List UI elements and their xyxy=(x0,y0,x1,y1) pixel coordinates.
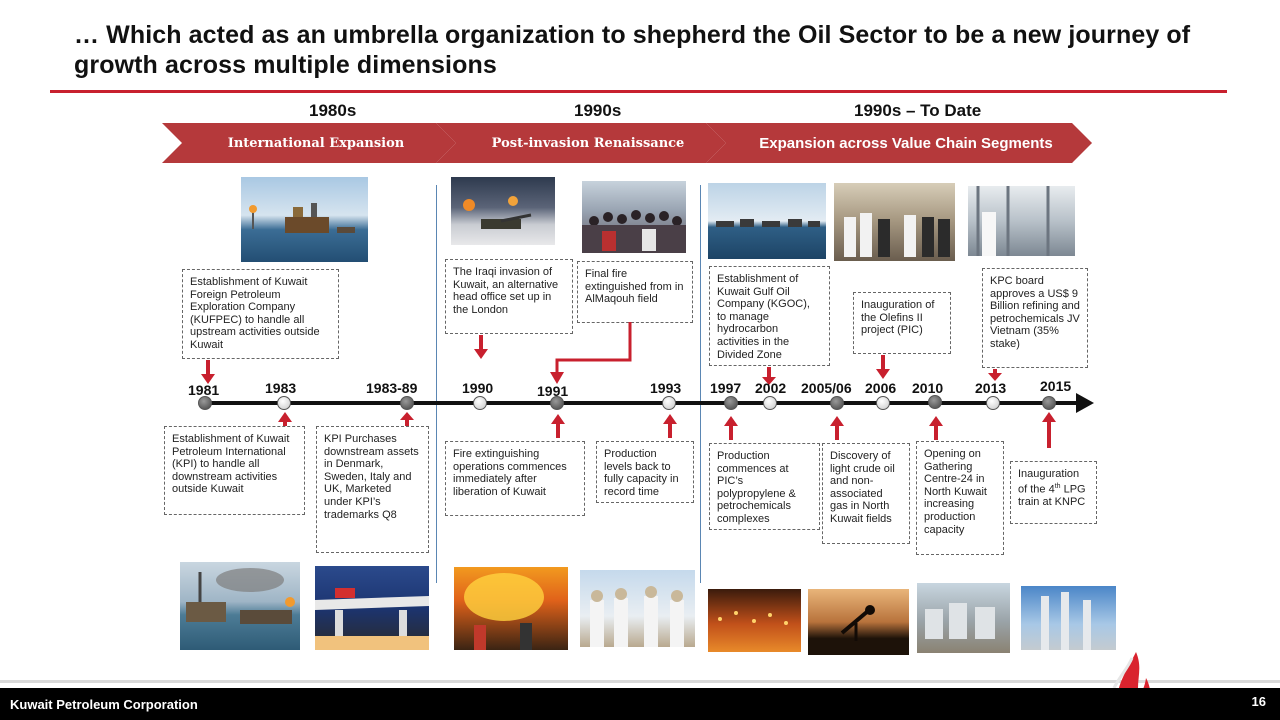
timeline-dot xyxy=(1042,396,1056,410)
year-label: 1983 xyxy=(265,380,297,396)
arrow-down-icon xyxy=(201,360,215,384)
timeline-dot xyxy=(662,396,676,410)
arrow-up-icon xyxy=(278,412,292,436)
timeline-dot xyxy=(473,396,487,410)
year-label: 2006 xyxy=(865,380,897,396)
phase-label: Expansion across Value Chain Segments xyxy=(759,134,1053,152)
slide-title: … Which acted as an umbrella organizatio… xyxy=(74,21,1191,79)
phase-label: International Expansion xyxy=(227,135,405,151)
burning-wells-tank-photo xyxy=(451,177,555,245)
arrow-up-icon xyxy=(663,414,677,438)
officials-inspection-photo xyxy=(580,570,695,647)
page-number: 16 xyxy=(1251,694,1266,709)
year-label: 2010 xyxy=(912,380,944,396)
arrow-up-icon xyxy=(1042,412,1056,448)
event-box-production-levels: Production levels back to fully capacity… xyxy=(596,441,694,503)
timeline-dot xyxy=(830,396,844,410)
arrow-up-icon xyxy=(400,412,414,428)
timeline-dot xyxy=(724,396,738,410)
elbow-arrow-icon xyxy=(550,322,632,384)
timeline-dot xyxy=(277,396,291,410)
event-box-north-kuwait-discovery: Discovery of light crude oil and non-ass… xyxy=(822,443,910,544)
arrow-up-icon xyxy=(551,414,565,438)
arrow-up-icon xyxy=(929,416,943,440)
timeline-dot xyxy=(400,396,414,410)
footer-company-name: Kuwait Petroleum Corporation xyxy=(10,697,198,712)
event-box-kpi-q8: KPI Purchases downstream assets in Denma… xyxy=(316,426,429,553)
title-underline xyxy=(50,90,1227,93)
year-label: 1991 xyxy=(537,383,569,399)
year-label: 2013 xyxy=(975,380,1007,396)
timeline-dot xyxy=(876,396,890,410)
oil-pumpjack-photo xyxy=(808,589,909,655)
year-label: 2005/06 xyxy=(801,380,852,396)
era-divider xyxy=(700,185,701,583)
year-label: 1993 xyxy=(650,380,682,396)
event-box-lpg-train: Inauguration of the 4th LPG train at KNP… xyxy=(1010,461,1097,524)
footer-rule xyxy=(0,680,1280,683)
event-box-vietnam-jv: KPC board approves a US$ 9 Billion refin… xyxy=(982,268,1088,368)
event-box-kgoc: Establishment of Kuwait Gulf Oil Company… xyxy=(709,266,830,366)
event-box-pic-production: Production commences at PIC’s polypropyl… xyxy=(709,443,820,530)
timeline-arrowhead-icon xyxy=(1076,393,1094,413)
arrow-up-icon xyxy=(830,416,844,440)
arrow-down-icon xyxy=(876,355,890,379)
lpg-train-photo xyxy=(1021,586,1116,650)
era-label-1990s-to-date: 1990s – To Date xyxy=(854,101,982,120)
phase-label: Post-invasion Renaissance xyxy=(491,135,685,151)
phase-expansion-value-chain: Expansion across Value Chain Segments xyxy=(706,123,1092,163)
petrochemical-plant-night-photo xyxy=(708,589,801,652)
arrow-down-icon xyxy=(474,335,488,359)
event-text: Inauguration of the 4 xyxy=(1018,468,1080,496)
year-label: 2002 xyxy=(755,380,787,396)
inauguration-ceremony-photo xyxy=(834,183,955,261)
offshore-platform-photo xyxy=(241,177,368,262)
offshore-divided-zone-photo xyxy=(708,183,826,259)
event-box-fire-extinguishing: Fire extinguishing operations commences … xyxy=(445,441,585,516)
gathering-centre-photo xyxy=(917,583,1010,653)
event-text: LPG train at KNPC xyxy=(1018,483,1086,508)
phase-international-expansion: International Expansion xyxy=(162,123,456,163)
event-box-gathering-centre: Opening on Gathering Centre-24 in North … xyxy=(916,441,1004,555)
year-label: 1983-89 xyxy=(366,380,418,396)
timeline-dot xyxy=(550,396,564,410)
year-label: 1997 xyxy=(710,380,742,396)
superscript: th xyxy=(1054,482,1061,490)
year-label: 1990 xyxy=(462,380,494,396)
arrow-down-icon xyxy=(762,367,776,385)
timeline-dot xyxy=(986,396,1000,410)
phase-post-invasion-renaissance: Post-invasion Renaissance xyxy=(436,123,726,163)
event-box-olefins: Inauguration of the Olefins II project (… xyxy=(853,292,951,354)
arrow-down-icon xyxy=(988,369,1002,381)
firefighting-photo xyxy=(454,567,568,650)
year-label: 1981 xyxy=(188,382,220,398)
era-label-1990s: 1990s xyxy=(574,101,622,120)
event-box-kpi: Establishment of Kuwait Petroleum Intern… xyxy=(164,426,305,515)
footer-bar xyxy=(0,688,1280,720)
q8-station-photo xyxy=(315,566,429,650)
era-divider xyxy=(436,185,437,583)
celebration-group-photo xyxy=(582,181,686,253)
timeline-axis xyxy=(200,401,1080,405)
arrow-up-icon xyxy=(724,416,738,440)
event-box-iraqi-invasion: The Iraqi invasion of Kuwait, an alterna… xyxy=(445,259,573,334)
year-label: 2015 xyxy=(1040,378,1072,394)
event-box-kufpec: Establishment of Kuwait Foreign Petroleu… xyxy=(182,269,339,359)
event-box-final-fire: Final fire extinguished from in AlMaqouh… xyxy=(577,261,693,323)
timeline-dot xyxy=(763,396,777,410)
refinery-visit-photo xyxy=(968,186,1075,256)
timeline-dot xyxy=(198,396,212,410)
timeline-dot xyxy=(928,395,942,409)
offshore-rig-photo xyxy=(180,562,300,650)
era-label-1980s: 1980s xyxy=(309,101,357,120)
